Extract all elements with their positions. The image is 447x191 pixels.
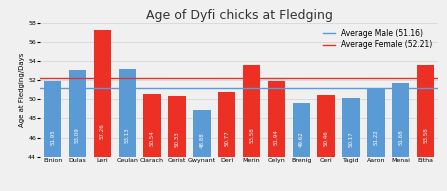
Bar <box>143 94 161 191</box>
Y-axis label: Age at Fledging/Days: Age at Fledging/Days <box>19 53 25 127</box>
Bar <box>193 110 211 191</box>
Bar <box>342 98 360 191</box>
Text: 50.33: 50.33 <box>174 131 180 146</box>
Bar <box>268 81 285 191</box>
Bar <box>243 65 260 191</box>
Bar <box>317 95 335 191</box>
Text: 53.09: 53.09 <box>75 128 80 143</box>
Text: 50.77: 50.77 <box>224 130 229 146</box>
Bar <box>69 70 86 191</box>
Text: 48.88: 48.88 <box>199 132 204 148</box>
Text: 50.54: 50.54 <box>150 130 155 146</box>
Text: 57.26: 57.26 <box>100 123 105 138</box>
Text: 53.58: 53.58 <box>249 127 254 143</box>
Bar <box>367 88 384 191</box>
Bar <box>417 65 434 191</box>
Title: Age of Dyfi chicks at Fledging: Age of Dyfi chicks at Fledging <box>146 9 333 22</box>
Text: 50.17: 50.17 <box>349 131 354 147</box>
Bar <box>118 69 136 191</box>
Bar <box>94 30 111 191</box>
Bar <box>44 81 61 191</box>
Bar <box>392 83 409 191</box>
Bar <box>293 103 310 191</box>
Bar <box>218 92 236 191</box>
Text: 53.58: 53.58 <box>423 127 428 143</box>
Text: 53.13: 53.13 <box>125 128 130 143</box>
Text: 49.62: 49.62 <box>299 132 304 147</box>
Text: 51.68: 51.68 <box>398 129 403 145</box>
Text: 51.94: 51.94 <box>274 129 279 145</box>
Legend: Average Male (51.16), Average Female (52.21): Average Male (51.16), Average Female (52… <box>321 27 434 52</box>
Bar <box>168 96 186 191</box>
Text: 50.46: 50.46 <box>324 131 329 146</box>
Text: 51.95: 51.95 <box>50 129 55 145</box>
Text: 51.22: 51.22 <box>373 130 379 146</box>
